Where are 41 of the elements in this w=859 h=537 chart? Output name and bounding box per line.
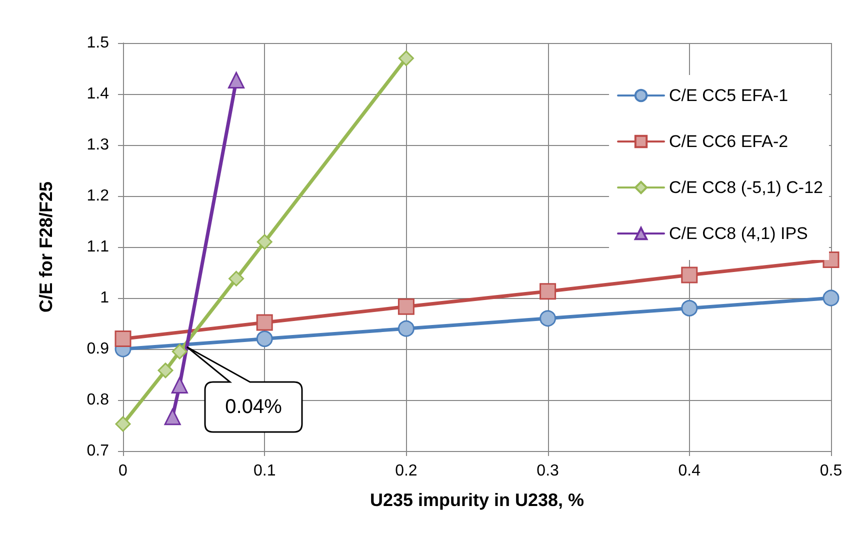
y-tick-label: 1.2 [86, 188, 110, 204]
point [398, 50, 414, 66]
point [171, 376, 188, 394]
y-axis-title: C/E for F28/F25 [36, 181, 56, 313]
y-tick-label: 0.9 [86, 340, 110, 358]
y-tick-label: 0.8 [86, 392, 110, 408]
point [172, 344, 188, 360]
x-tick-label: 0.2 [395, 462, 418, 480]
legend-label: C/E CC5 EFA-1 [669, 86, 788, 105]
legend-label: C/E CC8 (-5,1) C-12 [669, 178, 824, 197]
point [256, 234, 272, 250]
x-tick-label: 0.3 [536, 462, 560, 480]
point [228, 72, 245, 88]
point [398, 298, 414, 315]
x-tick-label: 0 [118, 462, 128, 480]
y-tick-label: 1 [100, 290, 110, 306]
point [228, 270, 244, 286]
point [681, 300, 698, 316]
point [158, 362, 174, 378]
point [398, 320, 414, 337]
point [822, 290, 840, 306]
x-tick-label: 0.5 [820, 462, 842, 480]
point [256, 314, 273, 331]
legend-label: C/E CC8 (4,1) IPS [669, 224, 808, 243]
point [256, 330, 273, 348]
y-tick-label: 1.5 [86, 34, 110, 52]
y-tick-label: 1.3 [86, 136, 110, 154]
y-tick-label: 1.4 [86, 86, 110, 102]
y-tick-label: 0.7 [86, 442, 110, 460]
annotation: 0.04% [224, 395, 283, 420]
x-axis-title: U235 impurity in U238, % [370, 490, 584, 510]
point [164, 408, 181, 426]
legend-label: C/E CC6 EFA-2 [669, 132, 788, 151]
point [540, 310, 556, 327]
y-tick-label: 1.1 [86, 238, 110, 256]
point [540, 283, 556, 300]
x-tick-label: 0.4 [678, 462, 701, 480]
point [115, 416, 131, 432]
point [114, 330, 132, 348]
point [681, 266, 698, 284]
x-tick-label: 0.1 [253, 462, 276, 480]
